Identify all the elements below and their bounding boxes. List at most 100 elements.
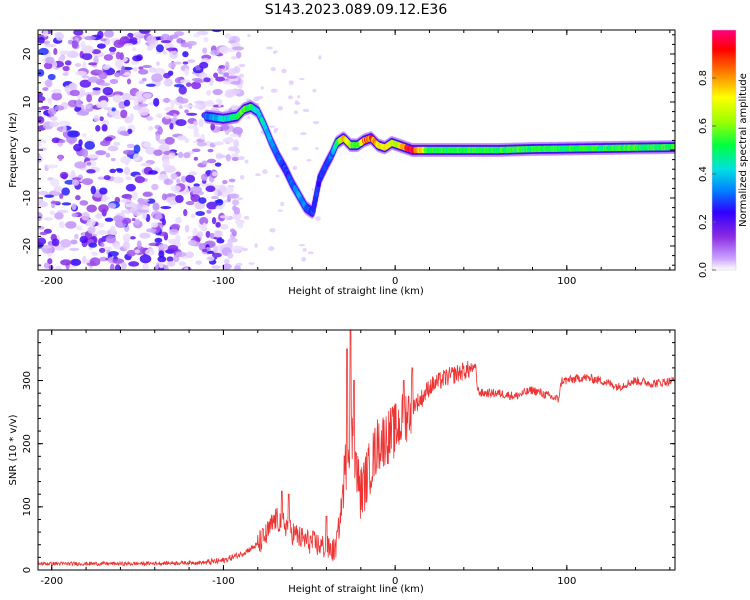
spectrogram-noise-blob: [146, 35, 157, 45]
spectrogram-noise-blob: [132, 55, 142, 62]
spectrogram-noise-blob: [182, 61, 189, 65]
spectrogram-noise-blob: [73, 30, 84, 36]
spectrogram-noise-blob: [216, 238, 225, 244]
spectrogram-noise-blob: [114, 264, 121, 270]
spectrogram-noise-blob: [95, 124, 101, 132]
spectrogram-noise-blob: [113, 141, 121, 147]
spectrogram-noise-blob: [237, 84, 243, 89]
spectrogram-noise-blob: [51, 88, 62, 94]
spectrogram-noise-blob: [164, 136, 175, 145]
spectrogram-noise-blob: [70, 258, 82, 266]
spectrogram-faint-dot: [243, 215, 250, 220]
spectrogram-noise-blob: [202, 248, 208, 253]
colorbar-tick-label: 0.2: [698, 214, 709, 230]
spectrogram-noise-blob: [71, 179, 80, 186]
spectrogram-faint-dot: [302, 108, 310, 113]
spectrogram-noise-blob: [110, 157, 116, 162]
spectrogram-noise-blob: [58, 221, 65, 229]
spectrogram-noise-blob: [184, 137, 190, 144]
spectrogram-noise-blob: [88, 242, 98, 248]
spectrogram-noise-blob: [140, 162, 152, 167]
spectrogram-noise-blob: [75, 194, 81, 201]
spectrogram-noise-blob: [112, 114, 123, 119]
spectrogram-noise-blob: [86, 204, 97, 213]
spectrogram-noise-blob: [184, 224, 190, 233]
spectrogram-noise-blob: [38, 237, 47, 246]
spectrogram-noise-blob: [168, 152, 176, 159]
spectrogram-noise-blob: [193, 104, 202, 109]
spectrogram-noise-blob: [153, 149, 163, 156]
colorbar-ticks: 0.0 0.2 0.4 0.6 0.8: [698, 70, 716, 278]
spectrogram-noise-blob: [157, 126, 163, 135]
spectrogram-noise-blob: [232, 46, 245, 51]
spectrogram-noise-blob: [122, 149, 135, 155]
spectrogram-noise-blob: [115, 51, 121, 60]
spectrogram-noise-blob: [195, 79, 205, 84]
spectrogram-noise-blob: [60, 239, 72, 248]
spectrogram-noise-blob: [74, 233, 79, 240]
spectrogram-noise-blob: [61, 202, 72, 206]
spectrogram-faint-dot: [277, 209, 283, 212]
spectrogram-noise-blob: [132, 47, 137, 52]
spectrogram-noise-blob: [41, 245, 52, 249]
spectrogram-faint-dot: [298, 244, 306, 247]
spectrogram-noise-blob: [86, 154, 99, 159]
spectrogram-noise-blob: [158, 250, 165, 258]
spectrogram-noise-blob: [86, 162, 92, 166]
snr-y-tick-label: 100: [22, 497, 33, 516]
spectrogram-noise-blob: [88, 62, 98, 66]
spectrogram-noise-blob: [132, 67, 138, 72]
spectrogram-noise-blob: [48, 121, 60, 128]
spectrogram-noise-blob: [53, 185, 63, 192]
spectrogram-noise-blob: [86, 218, 96, 227]
spectrogram-noise-blob: [228, 89, 241, 95]
spectrogram-noise-blob: [169, 201, 176, 206]
spectrogram-noise-blob: [67, 39, 73, 45]
spectrogram-noise-blob: [109, 263, 115, 270]
spectrogram-noise-blob: [145, 248, 155, 256]
spectrogram-faint-dot: [302, 248, 307, 252]
spectrogram-noise-blob: [231, 156, 239, 162]
spectrogram-noise-blob: [126, 143, 136, 149]
spectrogram-noise-blob: [172, 113, 178, 118]
spectrogram-noise-blob: [90, 251, 99, 257]
snr-y-tick-label: 200: [22, 434, 33, 453]
spectrogram-noise-blob: [42, 87, 49, 91]
spectrogram-noise-blob: [133, 144, 141, 154]
spectrogram-noise-blob: [86, 169, 96, 174]
spectrogram-noise-blob: [146, 45, 154, 51]
spectrogram-noise-blob: [155, 61, 160, 66]
spectrogram-noise-blob: [114, 60, 123, 68]
spectrogram-noise-blob: [235, 51, 242, 59]
spectrogram-noise-blob: [45, 44, 56, 48]
spectrogram-noise-blob: [213, 141, 224, 146]
spectrogram-noise-blob: [72, 177, 82, 181]
spectrogram-noise-blob: [155, 132, 161, 142]
spectrogram-noise-blob: [220, 124, 230, 131]
spectrogram-noise-blob: [210, 123, 216, 131]
spectrogram-noise-blob: [178, 105, 183, 109]
spectrogram-faint-dot: [311, 188, 315, 191]
spectrogram-noise-blob: [145, 146, 156, 155]
spectrogram-noise-blob: [92, 87, 101, 91]
spectrogram-noise-blob: [124, 43, 134, 47]
spectrogram-noise-blob: [150, 221, 159, 228]
snr-y-ticks: 0 100 200 300: [22, 329, 675, 573]
spectrogram-noise-blob: [81, 133, 87, 138]
spectrogram-noise-blob: [79, 87, 86, 97]
spectrogram-noise-blob: [185, 174, 196, 183]
spectrogram-y-tick-label: 10: [22, 96, 33, 109]
spectrogram-noise-blob: [126, 78, 132, 85]
spectrogram-noise-blob: [153, 97, 160, 107]
spectrogram-noise-blob: [114, 72, 121, 77]
spectrogram-noise-blob: [67, 99, 79, 108]
spectrogram-noise-blob: [38, 47, 49, 56]
spectrogram-noise-blob: [207, 148, 214, 153]
spectrogram-noise-blob: [60, 259, 72, 266]
spectrogram-noise-blob: [215, 221, 221, 228]
spectrogram-noise-blob: [166, 256, 174, 262]
spectrogram-faint-dot: [270, 67, 276, 72]
spectrogram-noise-blob: [95, 150, 107, 156]
spectrogram-faint-dot: [318, 55, 322, 60]
